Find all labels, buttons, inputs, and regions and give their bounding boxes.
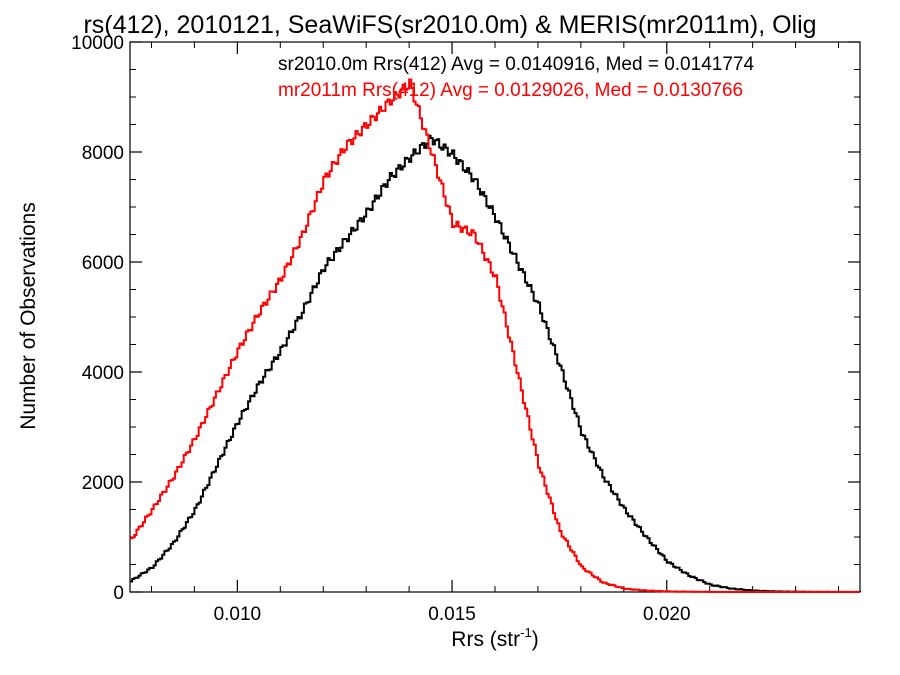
legend-entry-mr2011: mr2011m Rrs(412) Avg = 0.0129026, Med = …	[278, 80, 743, 101]
series-line-mr2011m	[130, 78, 860, 593]
axis-ticks	[130, 41, 860, 593]
plot-border	[129, 41, 861, 593]
series-mr2011m	[130, 78, 860, 593]
series-layer	[130, 78, 861, 593]
x-axis-label-superscript: -1	[520, 625, 532, 640]
x-tick-label: 0.010	[214, 604, 262, 625]
x-axis-label-text: Rrs (str	[451, 628, 520, 651]
y-tick-label: 10000	[71, 33, 124, 54]
legend-entry-sr2010: sr2010.0m Rrs(412) Avg = 0.0140916, Med …	[278, 54, 754, 75]
series-line-sr2010.0m	[130, 134, 861, 593]
x-tick-label: 0.020	[643, 604, 691, 625]
series-sr2010.0m	[130, 134, 861, 593]
y-tick-label: 6000	[82, 253, 124, 274]
chart-title: rs(412), 2010121, SeaWiFS(sr2010.0m) & M…	[83, 11, 816, 39]
axis-tick-labels: 0.010 0.015 0.020 0 2000 4000 6000 8000 10000	[71, 33, 690, 625]
plot-frame	[129, 41, 861, 593]
y-tick-label: 8000	[82, 143, 124, 164]
y-tick-label: 0	[113, 583, 124, 604]
y-tick-label: 4000	[82, 363, 124, 384]
y-axis-label: Number of Observations	[17, 202, 40, 430]
x-axis-label-suffix: )	[532, 628, 539, 651]
x-axis-label: Rrs (str-1)	[451, 625, 538, 651]
x-tick-label: 0.015	[428, 604, 476, 625]
y-tick-label: 2000	[82, 473, 124, 494]
